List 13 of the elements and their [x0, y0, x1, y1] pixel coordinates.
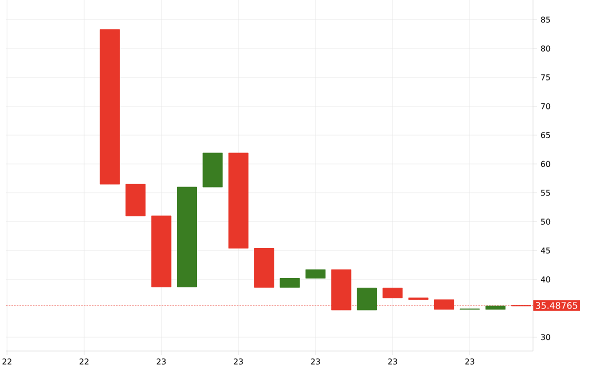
ref-line-label: 35.48765	[536, 302, 578, 309]
candlestick	[176, 186, 197, 288]
candlestick	[126, 184, 146, 216]
candlestick	[485, 306, 506, 310]
candlestick	[202, 152, 223, 188]
candlestick	[228, 152, 248, 248]
candlestick	[254, 248, 274, 288]
candlestick	[280, 278, 300, 288]
candlestick	[151, 216, 172, 288]
candlestick	[306, 269, 326, 279]
candlestick	[382, 288, 403, 298]
candlestick	[100, 29, 120, 184]
candlestick	[356, 288, 377, 310]
